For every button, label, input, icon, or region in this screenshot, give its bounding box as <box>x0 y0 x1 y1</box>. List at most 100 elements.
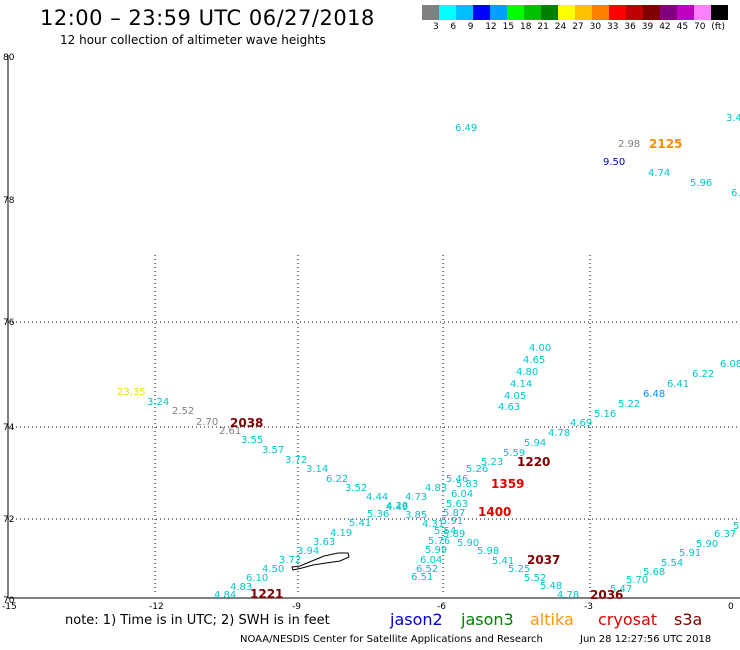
jan-mayen-island-outline <box>291 552 350 571</box>
pass-time-label: 1220 <box>517 455 550 469</box>
footnote: note: 1) Time is in UTC; 2) SWH is in fe… <box>65 613 330 628</box>
scale-label: 42 <box>659 22 671 32</box>
scale-swatch <box>609 5 626 20</box>
wave-height-value: 4.49 <box>386 502 408 513</box>
wave-height-value: 6.08 <box>720 359 740 370</box>
longitude-tick: -6 <box>437 602 446 612</box>
longitude-tick: -12 <box>149 602 164 612</box>
wave-height-value: 6.52 <box>416 564 438 575</box>
wave-height-value: 6. <box>731 188 740 199</box>
satellite-cryosat: cryosat <box>598 610 658 629</box>
latitude-tick: 70 <box>3 596 15 606</box>
wave-height-value: 4.31 <box>422 519 444 530</box>
color-scale <box>422 5 728 20</box>
wave-height-value: 5.99 <box>425 545 447 556</box>
scale-label: 70 <box>694 22 706 32</box>
wave-height-value: 6.49 <box>455 123 477 134</box>
wave-height-value: 3.63 <box>313 537 335 548</box>
scale-swatch <box>575 5 592 20</box>
wave-height-value: 5.96 <box>690 178 712 189</box>
wave-height-value: 4.19 <box>330 528 352 539</box>
scale-label: 30 <box>589 22 602 32</box>
scale-label: 21 <box>537 22 549 32</box>
wave-height-value: 5.90 <box>457 538 479 549</box>
wave-height-value: 3.72 <box>279 555 301 566</box>
generated-timestamp: Jun 28 12:27:56 UTC 2018 <box>580 634 712 645</box>
wave-height-value: 2.98 <box>618 139 640 150</box>
scale-swatch <box>439 5 456 20</box>
scale-swatch <box>694 5 711 20</box>
wave-height-value: 3.85 <box>405 510 427 521</box>
wave-height-value: 5.83 <box>456 479 478 490</box>
map-title: 12:00 – 23:59 UTC 06/27/2018 <box>40 6 375 30</box>
color-scale-labels: 3 6 9 12 15 18 21 24 27 30 33 36 39 42 45 70 (ft) <box>422 22 740 34</box>
scale-label: 18 <box>520 22 532 32</box>
wave-height-value: 23.35 <box>117 387 146 398</box>
satellite-s3a: s3a <box>674 610 703 629</box>
scale-label: (ft) <box>711 22 725 32</box>
longitude-tick: -9 <box>292 602 301 612</box>
longitude-tick: -15 <box>2 602 17 612</box>
wave-height-value: 5.16 <box>594 409 616 420</box>
scale-swatch <box>677 5 694 20</box>
pass-time-label: 1359 <box>491 477 524 491</box>
scale-label: 6 <box>450 22 457 32</box>
map-subtitle: 12 hour collection of altimeter wave hei… <box>60 33 326 47</box>
pass-time-label: 1400 <box>478 505 511 519</box>
scale-swatch <box>711 5 728 20</box>
latitude-tick: 72 <box>3 515 14 525</box>
latitude-tick: 74 <box>3 423 15 433</box>
wave-height-value: 5.46 <box>446 474 468 485</box>
wave-height-value: 4.78 <box>557 590 579 601</box>
scale-swatch <box>524 5 541 20</box>
pass-time-label: 2125 <box>649 137 682 151</box>
wave-height-value: 2.52 <box>172 406 194 417</box>
wave-height-value: 4.83 <box>230 582 252 593</box>
wave-height-value: 4.73 <box>405 492 427 503</box>
longitude-tick: 0 <box>728 602 734 612</box>
wave-height-value: 5.22 <box>618 399 640 410</box>
grid-lines <box>8 255 740 595</box>
scale-swatch <box>660 5 677 20</box>
wave-height-value: 5.25 <box>508 564 530 575</box>
satellite-jason2: jason2 <box>390 610 443 629</box>
scale-label: 9 <box>467 22 474 32</box>
wave-height-value: 3.55 <box>241 435 263 446</box>
wave-height-value: 4.50 <box>262 564 284 575</box>
satellite-altika: altika <box>530 610 574 629</box>
wave-height-value: 4.74 <box>648 168 670 179</box>
wave-height-value: 4.78 <box>548 428 570 439</box>
scale-swatch <box>422 5 439 20</box>
wave-height-value: 4.28 <box>386 501 408 512</box>
wave-height-value: 5.91 <box>679 548 701 559</box>
wave-height-value: 5.70 <box>626 575 648 586</box>
wave-height-value: 4.14 <box>510 379 532 390</box>
wave-height-value: 5.54 <box>661 558 683 569</box>
latitude-tick: 80 <box>3 53 15 63</box>
scale-swatch <box>541 5 558 20</box>
scale-label: 24 <box>554 22 567 32</box>
scale-label: 3 <box>433 22 439 32</box>
scale-swatch <box>490 5 507 20</box>
scale-label: 12 <box>485 22 497 32</box>
wave-height-value: 5.94 <box>524 438 546 449</box>
wave-height-value: 5.23 <box>481 457 503 468</box>
satellite-jason3: jason3 <box>461 610 514 629</box>
scale-label: 39 <box>641 22 654 32</box>
longitude-tick-labels: -15 -12 -9 -6 -3 0 <box>2 602 734 612</box>
wave-height-value: 5.63 <box>446 499 468 510</box>
wave-height-value: 5.68 <box>643 567 665 578</box>
wave-height-value: 5.36 <box>367 509 389 520</box>
wave-height-value: 4.00 <box>529 343 551 354</box>
latitude-tick-labels: 80 78 76 74 72 70 <box>3 53 15 606</box>
credit-line: NOAA/NESDIS Center for Satellite Applica… <box>240 634 543 645</box>
wave-height-value: 6.22 <box>326 474 348 485</box>
pass-time-label: 1221 <box>250 587 283 601</box>
wave-height-values: 6.493.42.989.504.745.966.4.004.654.804.1… <box>117 113 740 601</box>
wave-height-value: 5.41 <box>492 556 514 567</box>
wave-height-value: 4.69 <box>570 418 592 429</box>
wave-height-value: 9.50 <box>603 157 625 168</box>
wave-height-value: 4.84 <box>214 590 236 601</box>
wave-height-value: 6.04 <box>451 489 473 500</box>
